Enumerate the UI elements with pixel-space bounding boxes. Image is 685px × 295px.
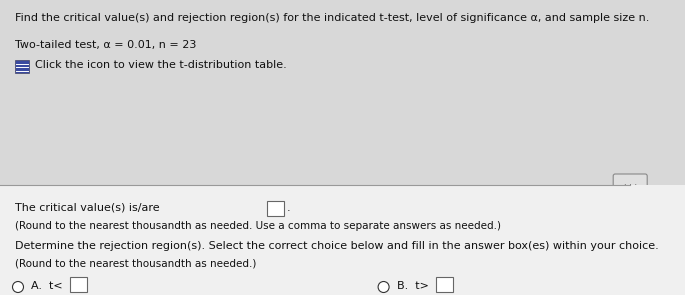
Circle shape	[378, 281, 389, 293]
Text: (Round to the nearest thousandth as needed. Use a comma to separate answers as n: (Round to the nearest thousandth as need…	[15, 221, 501, 231]
Text: Determine the rejection region(s). Select the correct choice below and fill in t: Determine the rejection region(s). Selec…	[15, 241, 659, 251]
Text: Find the critical value(s) and rejection region(s) for the indicated t-test, lev: Find the critical value(s) and rejection…	[15, 13, 649, 23]
FancyBboxPatch shape	[267, 201, 284, 216]
Text: Click the icon to view the t-distribution table.: Click the icon to view the t-distributio…	[35, 60, 287, 70]
Circle shape	[12, 281, 23, 293]
FancyBboxPatch shape	[613, 174, 647, 196]
Text: The critical value(s) is/are: The critical value(s) is/are	[15, 203, 163, 213]
FancyBboxPatch shape	[0, 185, 685, 295]
Text: · · ·: · · ·	[623, 181, 637, 189]
Text: (Round to the nearest thousandth as needed.): (Round to the nearest thousandth as need…	[15, 258, 256, 268]
Text: .: .	[287, 203, 290, 213]
FancyBboxPatch shape	[436, 277, 453, 292]
Text: A.  t<: A. t<	[31, 281, 62, 291]
Text: Two-tailed test, α = 0.01, n = 23: Two-tailed test, α = 0.01, n = 23	[15, 40, 197, 50]
FancyBboxPatch shape	[70, 277, 87, 292]
Text: B.  t>: B. t>	[397, 281, 429, 291]
FancyBboxPatch shape	[15, 60, 29, 73]
